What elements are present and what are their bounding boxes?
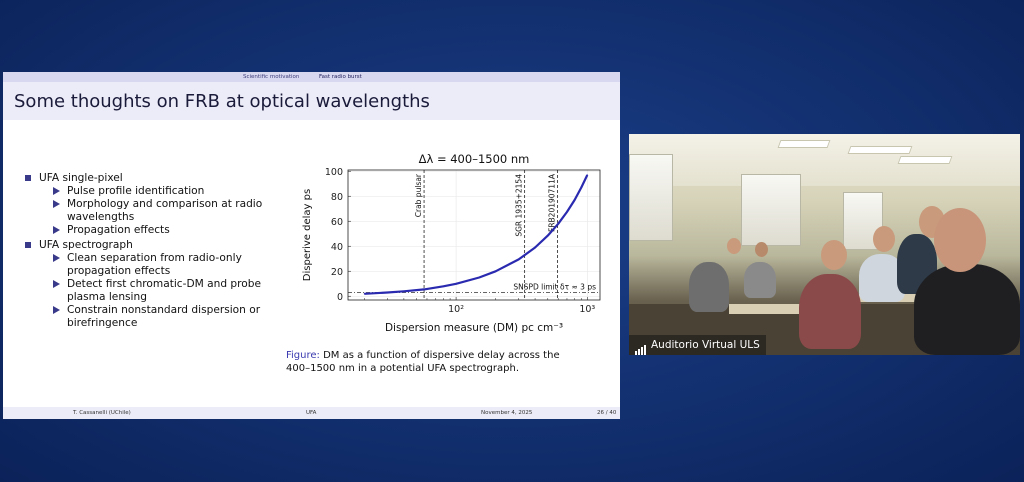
sub-bullet-item: Pulse profile identification — [25, 185, 280, 198]
footer-page-number: 26 / 40 — [597, 410, 617, 416]
slide-nav-strip: Scientific motivation Fast radio burst — [3, 72, 620, 82]
data-point — [478, 276, 480, 279]
chart-title: Δλ = 400–1500 nm — [419, 152, 530, 166]
data-point — [573, 199, 576, 201]
triangle-bullet-icon — [53, 254, 60, 262]
data-point — [442, 285, 444, 287]
caption-label: Figure: — [286, 350, 320, 361]
classroom-window — [741, 174, 801, 246]
data-point — [403, 290, 405, 292]
triangle-bullet-icon — [53, 226, 60, 234]
x-axis-label: Dispersion measure (DM) pc cm⁻³ — [385, 322, 563, 334]
ceiling-light — [897, 156, 953, 164]
slide-footer: T. Cassanelli (UChile) UFA November 4, 2… — [3, 407, 620, 419]
y-tick-label: 60 — [331, 217, 343, 228]
x-tick-label: 10² — [448, 304, 464, 315]
bullet-item: UFA single-pixel — [25, 172, 280, 185]
dispersion-chart: 0 20 40 60 80 100 10² 10³ SNSPD limit δτ ≈ 3 ps C… — [278, 150, 618, 355]
nav-section-scientific-motivation[interactable]: Scientific motivation — [243, 74, 300, 80]
data-point — [586, 174, 588, 176]
attendee-head — [873, 226, 895, 252]
sub-bullet-item: Propagation effects — [25, 224, 280, 237]
footer-author: T. Cassanelli (UChile) — [73, 410, 131, 416]
y-tick-label: 0 — [337, 292, 343, 303]
attendee-head — [755, 242, 768, 257]
data-point — [518, 258, 520, 260]
slide-title-bar: Some thoughts on FRB at optical waveleng… — [3, 82, 620, 120]
sub-bullet-label: Constrain nonstandard dispersion or bire… — [67, 304, 261, 329]
data-point — [557, 223, 559, 225]
triangle-bullet-icon — [53, 280, 60, 288]
bullet-label: UFA spectrograph — [39, 239, 133, 251]
reference-vline-label: SGR 1935+2154 — [515, 174, 524, 237]
sub-bullet-label: Morphology and comparison at radio wavel… — [67, 198, 263, 223]
triangle-bullet-icon — [53, 200, 60, 208]
data-point — [534, 246, 536, 249]
presentation-slide: Scientific motivation Fast radio burst S… — [3, 72, 620, 419]
attendee — [914, 264, 1020, 355]
bullet-list: UFA single-pixel Pulse profile identific… — [25, 172, 280, 330]
x-tick-label: 10³ — [579, 304, 595, 315]
attendee — [689, 262, 729, 312]
delay-curve — [364, 174, 589, 295]
y-tick-label: 20 — [331, 267, 343, 278]
y-axis-label: Disperive delay ps — [302, 189, 313, 281]
ceiling-light — [777, 140, 831, 148]
y-tick-label: 40 — [331, 242, 343, 253]
ceiling-light — [847, 146, 913, 154]
attendee-head — [821, 240, 847, 270]
footer-short-title: UFA — [306, 410, 317, 416]
sub-bullet-label: Pulse profile identification — [67, 185, 205, 197]
data-point — [423, 288, 425, 290]
attendee-head — [934, 208, 986, 272]
y-tick-label: 100 — [325, 167, 343, 178]
caption-text: DM as a function of dispersive delay acr… — [286, 350, 560, 374]
slide-title: Some thoughts on FRB at optical waveleng… — [14, 91, 430, 112]
data-point — [566, 211, 568, 213]
sub-bullet-label: Detect first chromatic-DM and probe plas… — [67, 278, 261, 303]
reference-vline-label: Crab pulsar — [414, 173, 423, 217]
attendee — [799, 274, 861, 349]
data-point — [363, 293, 365, 295]
chart-svg: 0 20 40 60 80 100 10² 10³ SNSPD limit δτ ≈ 3 ps C… — [302, 152, 601, 334]
data-point — [494, 270, 497, 272]
square-bullet-icon — [25, 242, 31, 248]
footer-date: November 4, 2025 — [481, 410, 533, 416]
bullet-label: UFA single-pixel — [39, 172, 123, 184]
signal-strength-icon — [635, 335, 647, 355]
sub-bullet-item: Morphology and comparison at radio wavel… — [25, 198, 280, 224]
bullet-item: UFA spectrograph — [25, 239, 280, 252]
snspd-limit-label: SNSPD limit δτ ≈ 3 ps — [513, 283, 596, 292]
video-feed[interactable]: Auditorio Virtual ULS — [629, 134, 1020, 355]
nav-section-fast-radio-burst[interactable]: Fast radio burst — [319, 74, 362, 80]
triangle-bullet-icon — [53, 306, 60, 314]
sub-bullet-label: Clean separation from radio-only propaga… — [67, 252, 242, 277]
data-point — [580, 186, 582, 189]
sub-bullet-label: Propagation effects — [67, 224, 170, 236]
attendee-head — [727, 238, 741, 254]
data-point — [455, 283, 457, 285]
classroom-window — [629, 154, 673, 241]
video-label-text: Auditorio Virtual ULS — [651, 339, 760, 351]
sub-bullet-item: Constrain nonstandard dispersion or bire… — [25, 304, 280, 330]
sub-bullet-item: Clean separation from radio-only propaga… — [25, 252, 280, 278]
triangle-bullet-icon — [53, 187, 60, 195]
square-bullet-icon — [25, 175, 31, 181]
reference-vline-label: FRB20190711A — [548, 173, 557, 232]
y-tick-label: 80 — [331, 192, 343, 203]
figure-caption: Figure: DM as a function of dispersive d… — [286, 349, 586, 375]
attendee — [744, 262, 776, 298]
data-point — [547, 235, 549, 237]
data-point — [386, 291, 389, 294]
video-label: Auditorio Virtual ULS — [629, 335, 766, 355]
desk — [729, 304, 809, 314]
plot-frame — [347, 169, 601, 301]
sub-bullet-item: Detect first chromatic-DM and probe plas… — [25, 278, 280, 304]
